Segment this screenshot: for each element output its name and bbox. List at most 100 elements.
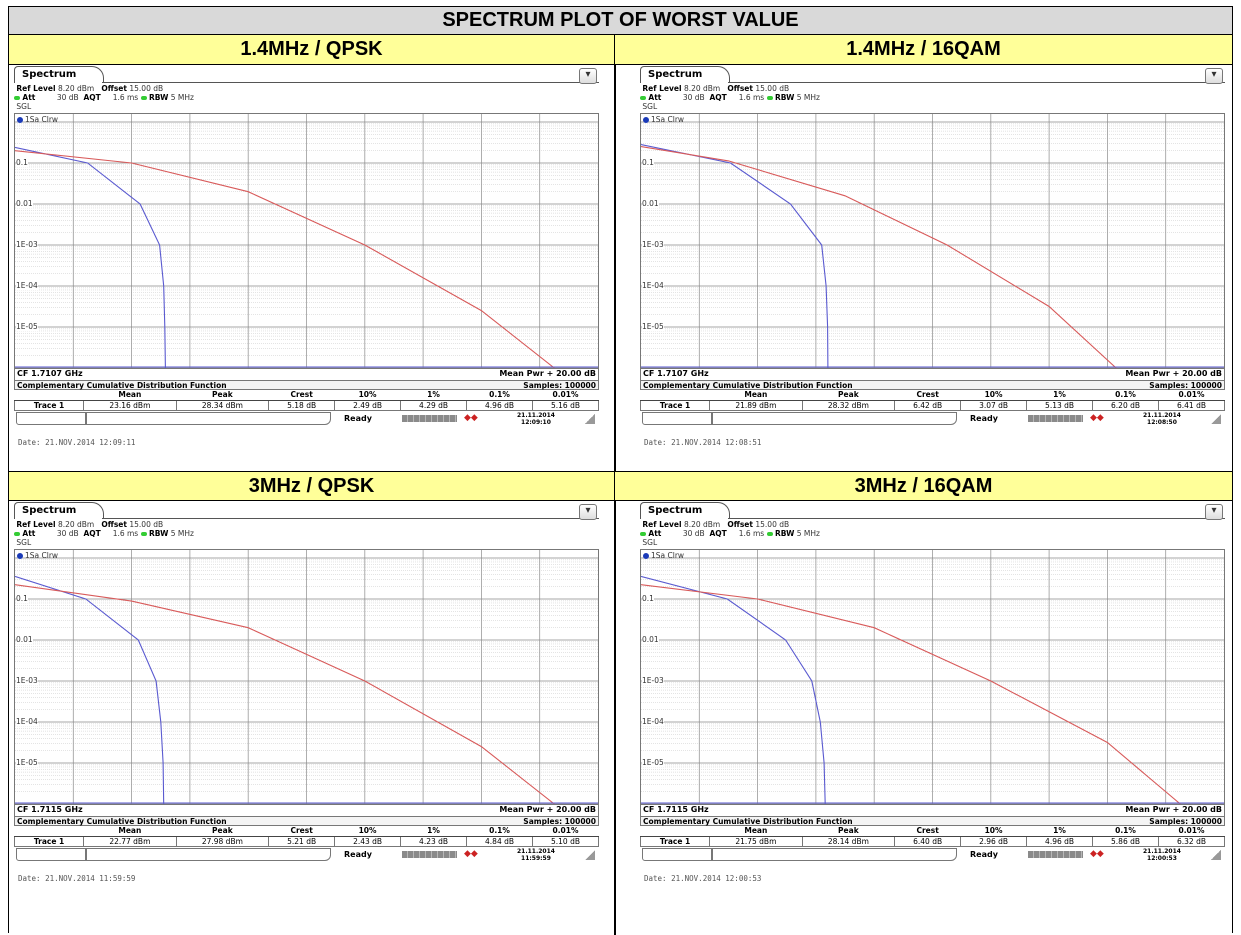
- ccdf-value-row: Trace 1 23.16 dBm 28.34 dBm 5.18 dB 2.49 dB 4…: [13, 399, 599, 411]
- ccdf-header-row: Mean Peak Crest 10% 1% 0.1% 0.01%: [640, 826, 1225, 837]
- att-indicator-icon: [640, 96, 646, 100]
- trace-mode: 1Sa Clrw: [651, 551, 685, 560]
- y-tick-label: 1E-03: [16, 676, 38, 685]
- resize-grip-icon[interactable]: [1211, 850, 1221, 860]
- tab-spectrum[interactable]: Spectrum: [640, 502, 730, 519]
- settings-header: Ref Level 8.20 dBm Offset 15.00 dB Att 3…: [640, 84, 820, 111]
- clock-time: 12:08:50: [1147, 419, 1177, 426]
- status-bar: Ready ◆◆ 21.11.2014 12:00:53: [640, 848, 1225, 862]
- progress-indicator: [1028, 415, 1083, 422]
- menu-dropdown-icon[interactable]: ▾: [1205, 504, 1223, 520]
- ccdf-value: 22.77 dBm: [83, 835, 177, 847]
- header-spacer: [640, 390, 710, 401]
- y-tick-label: 1E-04: [642, 717, 664, 726]
- progress-indicator: [402, 415, 457, 422]
- ccdf-value: 5.13 dB: [1026, 399, 1094, 411]
- col-header: 0.1%: [466, 390, 533, 401]
- ccdf-title: Complementary Cumulative Distribution Fu…: [643, 817, 853, 826]
- trace-mode: 1Sa Clrw: [25, 551, 59, 560]
- resize-grip-icon[interactable]: [585, 414, 595, 424]
- y-tick-label: 0.1: [16, 158, 28, 167]
- capture-date: Date: 21.NOV.2014 12:08:51: [644, 438, 762, 447]
- offset-value: 15.00 dB: [755, 520, 790, 529]
- clock: 21.11.2014 12:09:10: [517, 412, 555, 426]
- menu-dropdown-icon[interactable]: ▾: [1205, 68, 1223, 84]
- ccdf-value: 5.18 dB: [268, 399, 336, 411]
- clock-date: 21.11.2014: [517, 412, 555, 419]
- y-tick-label: 1E-04: [16, 281, 38, 290]
- status-field-left[interactable]: [642, 412, 712, 425]
- header-spacer: [14, 826, 84, 837]
- ccdf-title-bar: Complementary Cumulative Distribution Fu…: [14, 380, 599, 390]
- col-header: Mean: [709, 826, 803, 837]
- y-tick-label: 1E-05: [16, 322, 38, 331]
- ccdf-value: 21.89 dBm: [709, 399, 803, 411]
- clock-date: 21.11.2014: [1143, 848, 1181, 855]
- y-tick-label: 0.1: [642, 594, 654, 603]
- progress-indicator: [402, 851, 457, 858]
- cell-caption: 1.4MHz / 16QAM: [615, 35, 1232, 65]
- status-field-message[interactable]: [712, 848, 957, 861]
- ccdf-value: 27.98 dBm: [175, 835, 270, 847]
- y-tick-label: 0.1: [642, 158, 654, 167]
- tab-spectrum[interactable]: Spectrum: [14, 66, 104, 83]
- status-bar: Ready ◆◆ 21.11.2014 11:59:59: [14, 848, 599, 862]
- col-header: 0.01%: [532, 826, 599, 837]
- ccdf-value-row: Trace 1 21.75 dBm 28.14 dBm 6.40 dB 2.96 dB 4…: [639, 835, 1225, 847]
- ccdf-value: 4.96 dB: [1026, 835, 1094, 847]
- offset-value: 15.00 dB: [755, 84, 790, 93]
- status-field-message[interactable]: [86, 412, 331, 425]
- col-header: Peak: [802, 826, 895, 837]
- trace-color-icon: [643, 117, 649, 123]
- trace-color-icon: [17, 117, 23, 123]
- ccdf-value: 4.29 dB: [400, 399, 468, 411]
- clock-time: 12:00:53: [1147, 855, 1177, 862]
- ccdf-trace-reference: [15, 584, 555, 804]
- col-header: 1%: [400, 826, 467, 837]
- status-field-left[interactable]: [642, 848, 712, 861]
- ccdf-header-row: Mean Peak Crest 10% 1% 0.1% 0.01%: [640, 390, 1225, 401]
- tab-spectrum[interactable]: Spectrum: [14, 502, 104, 519]
- ccdf-trace-measured: [15, 575, 165, 804]
- clock: 21.11.2014 12:08:50: [1143, 412, 1181, 426]
- ccdf-trace-reference: [15, 150, 555, 368]
- menu-dropdown-icon[interactable]: ▾: [579, 504, 597, 520]
- ccdf-value: 28.14 dBm: [801, 835, 896, 847]
- ccdf-trace-reference: [641, 146, 1117, 368]
- ccdf-results-table: Mean Peak Crest 10% 1% 0.1% 0.01% Trace 1 21.75 …: [639, 826, 1225, 847]
- y-tick-label: 1E-05: [642, 758, 664, 767]
- att-indicator-icon: [14, 532, 20, 536]
- att-value: 30 dB: [682, 93, 705, 102]
- report-title: SPECTRUM PLOT OF WORST VALUE: [9, 7, 1232, 35]
- status-field-message[interactable]: [86, 848, 331, 861]
- ccdf-plot: 1Sa Clrw 0.1 0.01 1E-03 1E-04 1E-05: [640, 549, 1225, 805]
- rbw-indicator-icon: [140, 96, 147, 100]
- plot-canvas: [641, 114, 1224, 368]
- samples-count: Samples: 100000: [1149, 817, 1222, 826]
- cell-caption: 3MHz / QPSK: [9, 471, 614, 501]
- settings-header: Ref Level 8.20 dBm Offset 15.00 dB Att 3…: [14, 84, 194, 111]
- mean-power-span: Mean Pwr + 20.00 dB: [1125, 369, 1222, 378]
- tab-underline: [102, 518, 599, 519]
- ccdf-value: 28.32 dBm: [801, 399, 896, 411]
- status-field-left[interactable]: [16, 412, 86, 425]
- col-header: 1%: [1026, 390, 1093, 401]
- trace-color-icon: [17, 553, 23, 559]
- aqt-value: 1.6 ms: [738, 93, 765, 102]
- resize-grip-icon[interactable]: [1211, 414, 1221, 424]
- resize-grip-icon[interactable]: [585, 850, 595, 860]
- col-header: 10%: [334, 826, 401, 837]
- ccdf-value: 2.96 dB: [960, 835, 1028, 847]
- y-tick-label: 1E-03: [642, 240, 664, 249]
- tab-spectrum[interactable]: Spectrum: [640, 66, 730, 83]
- status-field-left[interactable]: [16, 848, 86, 861]
- trace-name: Trace 1: [13, 835, 85, 847]
- menu-dropdown-icon[interactable]: ▾: [579, 68, 597, 84]
- rbw-indicator-icon: [766, 96, 773, 100]
- ccdf-value: 6.32 dB: [1158, 835, 1225, 847]
- status-field-message[interactable]: [712, 412, 957, 425]
- header-spacer: [14, 390, 84, 401]
- trace-name: Trace 1: [13, 399, 85, 411]
- col-header: Peak: [802, 390, 895, 401]
- ccdf-value: 23.16 dBm: [83, 399, 177, 411]
